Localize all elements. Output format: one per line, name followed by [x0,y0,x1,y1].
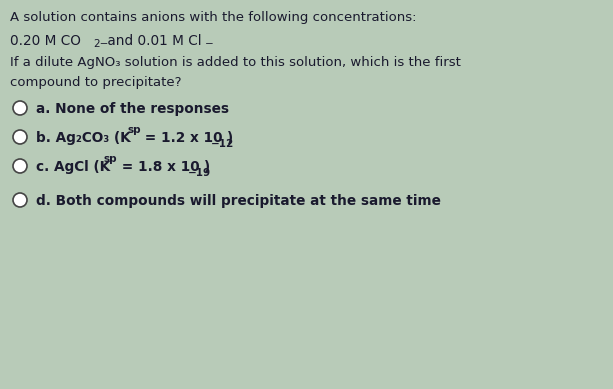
Text: ): ) [204,160,210,174]
Text: c. AgCl (K: c. AgCl (K [36,160,110,174]
Text: −: − [205,39,214,49]
Text: 0.20 M CO: 0.20 M CO [10,34,81,48]
Circle shape [13,101,27,115]
Text: d. Both compounds will precipitate at the same time: d. Both compounds will precipitate at th… [36,194,441,208]
Text: sp: sp [104,154,118,164]
Text: −12: −12 [211,139,234,149]
Text: sp: sp [127,125,140,135]
Text: a. None of the responses: a. None of the responses [36,102,229,116]
Text: and 0.01 M Cl: and 0.01 M Cl [103,34,202,48]
Text: 2−: 2− [93,39,109,49]
Circle shape [13,159,27,173]
Text: = 1.2 x 10: = 1.2 x 10 [140,131,223,145]
Circle shape [13,130,27,144]
Text: If a dilute AgNO₃ solution is added to this solution, which is the first: If a dilute AgNO₃ solution is added to t… [10,56,461,69]
Text: A solution contains anions with the following concentrations:: A solution contains anions with the foll… [10,11,416,24]
Text: −19: −19 [188,168,211,178]
Text: ): ) [227,131,233,145]
Text: compound to precipitate?: compound to precipitate? [10,76,181,89]
Circle shape [13,193,27,207]
Text: b. Ag₂CO₃ (K: b. Ag₂CO₃ (K [36,131,131,145]
Text: = 1.8 x 10: = 1.8 x 10 [117,160,200,174]
